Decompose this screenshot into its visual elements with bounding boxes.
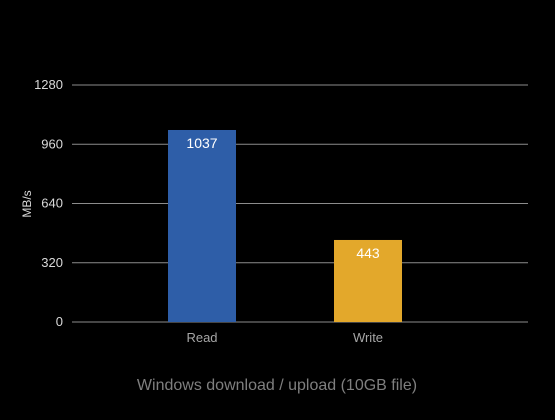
- y-tick-label: 0: [56, 314, 63, 329]
- data-label: 1037: [186, 135, 217, 151]
- y-axis-label: MB/s: [20, 190, 34, 217]
- data-label: 443: [356, 245, 380, 261]
- bars: [168, 129, 402, 322]
- x-axis-title: Windows download / upload (10GB file): [137, 377, 417, 394]
- bar-read: [168, 129, 236, 322]
- y-tick-label: 640: [41, 196, 63, 211]
- labels: 0 320 640 960 1280 1037 Read 443 Write: [34, 77, 383, 345]
- x-tick-label: Read: [186, 330, 217, 345]
- bar-write: [334, 239, 402, 322]
- gridlines: [72, 84, 528, 323]
- y-tick-label: 320: [41, 255, 63, 270]
- x-tick-label: Write: [353, 330, 383, 345]
- y-tick-label: 960: [41, 136, 63, 151]
- y-tick-label: 1280: [34, 77, 63, 92]
